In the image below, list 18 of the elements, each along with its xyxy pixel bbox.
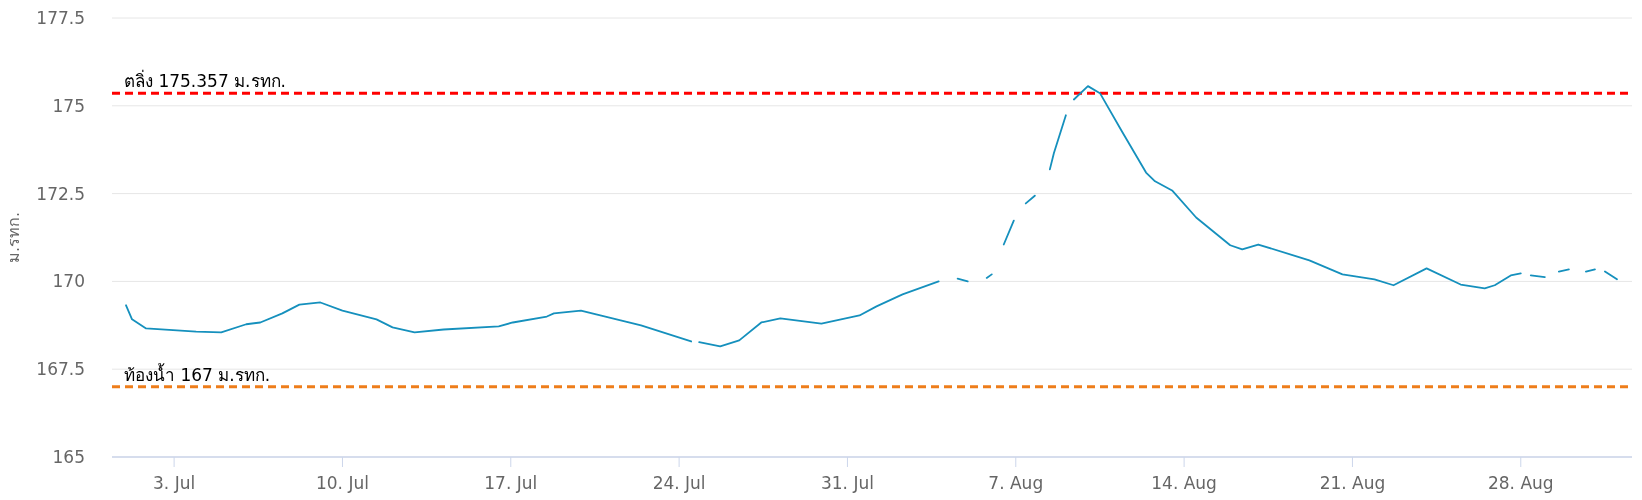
y-tick-label: 172.5: [36, 183, 85, 204]
x-tick-label: 28. Aug: [1487, 473, 1554, 493]
y-tick-label: 165: [52, 447, 85, 467]
y-axis-title: ม.รทก.: [4, 211, 23, 264]
x-tick-label: 10. Jul: [315, 473, 369, 493]
y-tick-label: 177.5: [36, 8, 85, 28]
x-tick-label: 17. Jul: [484, 473, 538, 493]
y-tick-label: 175: [52, 95, 85, 116]
ref-line-label: ตลิ่ง 175.357 ม.รทก.: [124, 69, 286, 92]
x-tick-label: 7. Aug: [988, 473, 1044, 493]
y-tick-label: 170: [52, 271, 85, 292]
x-tick-label: 3. Jul: [153, 473, 196, 493]
x-tick-label: 31. Jul: [820, 473, 874, 493]
y-tick-label: 167.5: [36, 359, 85, 380]
x-tick-label: 24. Jul: [652, 473, 706, 493]
x-tick-label: 14. Aug: [1151, 473, 1217, 493]
x-tick-label: 21. Aug: [1319, 473, 1386, 493]
ref-line-label: ท้องน้ำ 167 ม.รทก.: [124, 362, 271, 385]
